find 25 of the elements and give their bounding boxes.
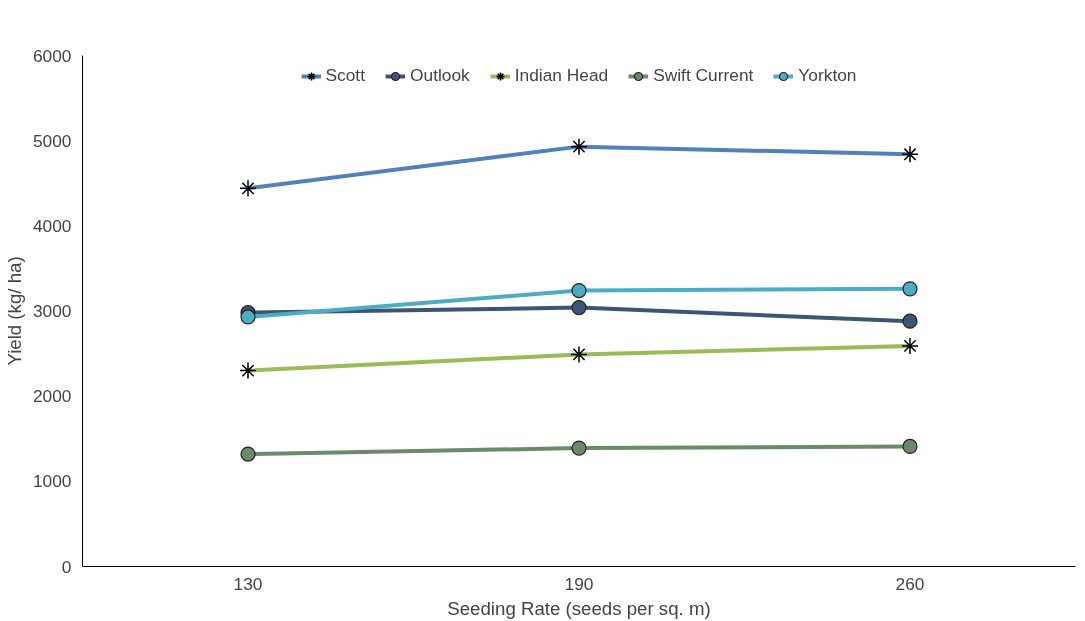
legend-label: Indian Head (514, 65, 609, 86)
point (902, 313, 918, 329)
point (240, 309, 256, 325)
x-tick-label: 190 (564, 573, 594, 594)
point (240, 446, 256, 462)
y-tick-label: 5000 (32, 130, 72, 151)
legend-label: Swift Current (653, 65, 754, 86)
x-axis-title: Seeding Rate (seeds per sq. m) (447, 597, 711, 619)
x-tick-label: 130 (233, 573, 263, 594)
y-tick-label: 0 (61, 556, 72, 577)
point (902, 281, 918, 297)
y-tick-label: 1000 (32, 471, 72, 492)
y-tick-label: 4000 (32, 215, 72, 236)
point (571, 300, 587, 316)
x-tick-label: 260 (895, 573, 925, 594)
legend-label: Yorkton (798, 65, 857, 86)
y-axis-title: Yield (kg/ ha) (3, 256, 25, 366)
point (902, 438, 918, 454)
y-tick-label: 3000 (32, 301, 72, 321)
point (571, 282, 587, 299)
y-tick-label: 6000 (32, 45, 72, 66)
legend-label: Outlook (410, 65, 470, 86)
y-tick-label: 2000 (32, 386, 72, 407)
point (571, 440, 587, 456)
legend-label: Scott (325, 65, 366, 86)
